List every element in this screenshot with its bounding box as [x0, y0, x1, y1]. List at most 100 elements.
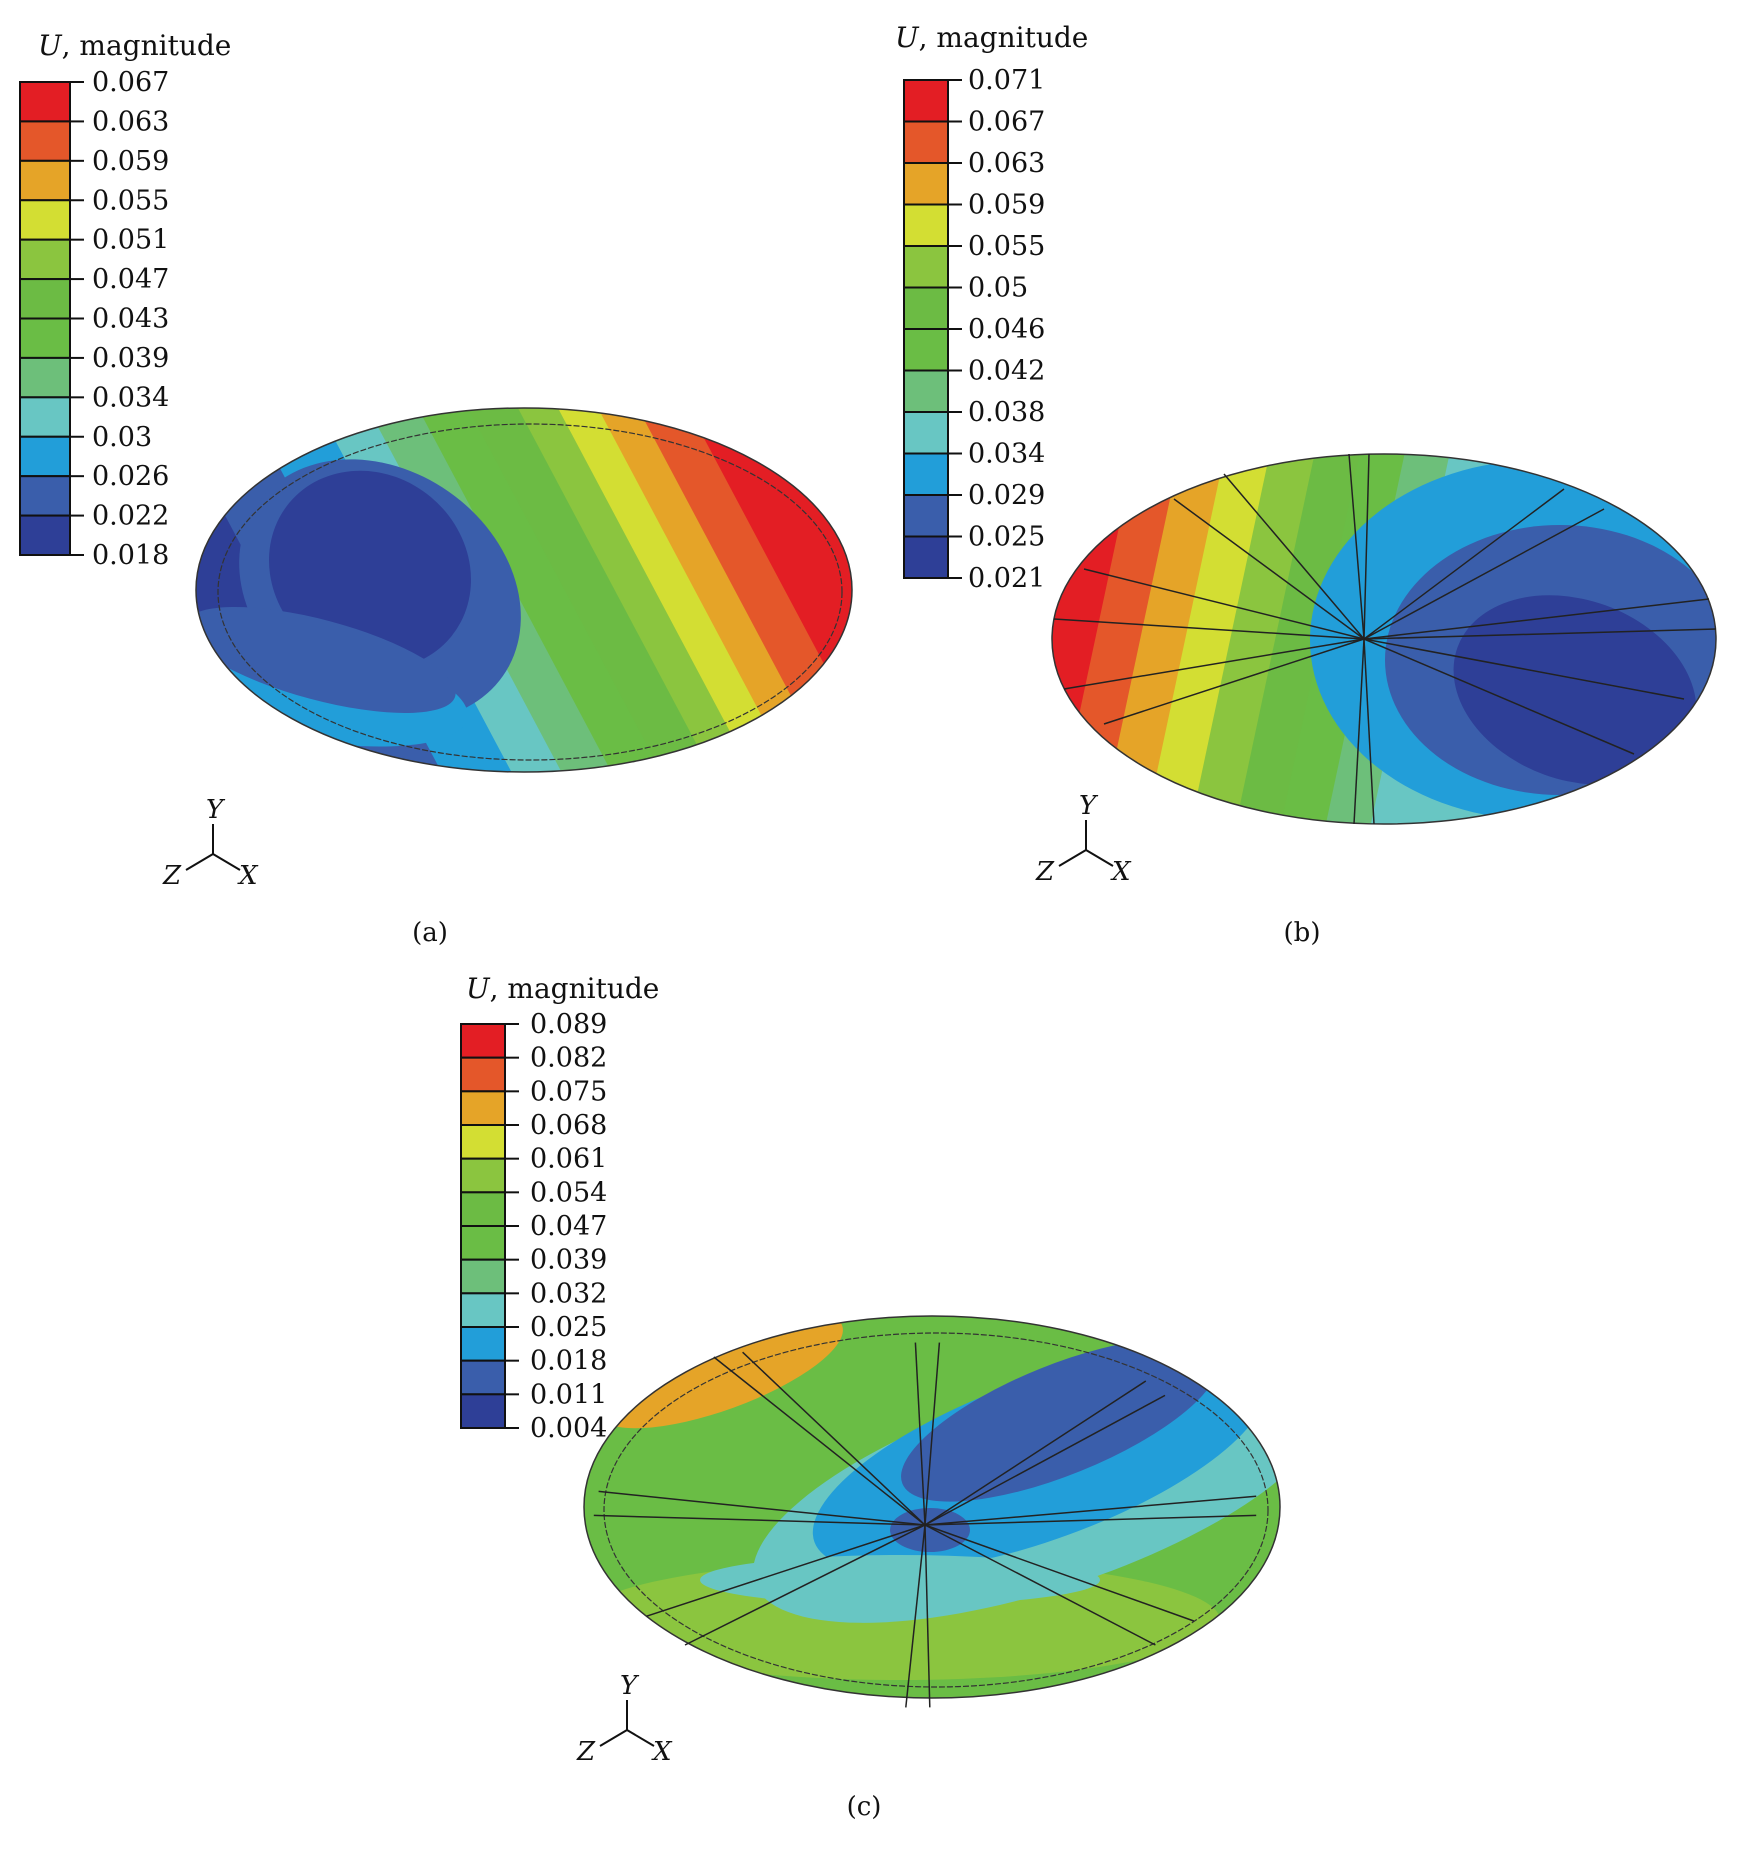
legend-label: 0.018 — [530, 1346, 607, 1377]
legend-label: 0.047 — [530, 1211, 607, 1242]
legend-label: 0.063 — [968, 148, 1045, 179]
legend-title: U, magnitude — [38, 29, 231, 62]
contour-band — [1453, 595, 1697, 785]
legend-label: 0.004 — [530, 1413, 607, 1444]
legend-label: 0.047 — [92, 264, 169, 295]
stiffener-rib — [1363, 598, 1710, 640]
axis-triad-a: Y Z X — [162, 795, 259, 891]
panel-label-a: (a) — [412, 918, 448, 948]
legend-label: 0.03 — [92, 422, 152, 453]
x-axis-arrow — [1085, 849, 1114, 867]
y-axis-label: Y — [1079, 791, 1099, 821]
stiffener-rib — [905, 1524, 926, 1708]
stiffener-rib — [742, 1351, 926, 1526]
panel-label-c: (c) — [847, 1792, 882, 1822]
x-axis-label: X — [651, 1737, 673, 1767]
legend-swatch — [460, 1191, 506, 1228]
x-axis-arrow — [212, 853, 241, 871]
stiffener-rib — [1348, 453, 1365, 640]
legend-swatch — [460, 1393, 506, 1430]
stiffener-rib — [914, 1342, 926, 1526]
legend-swatch — [460, 1225, 506, 1261]
legend-b: U, magnitude 0.071 0.067 0.063 0.059 0.055 0.0… — [895, 21, 1088, 594]
stiffener-rib — [1103, 638, 1365, 725]
legend-swatch — [903, 452, 949, 496]
legend-a: U, magnitude 0.067 0.063 0.059 0.055 0.051 0.0… — [19, 29, 231, 571]
panel-label-b: (b) — [1284, 918, 1321, 948]
contour-band — [901, 1338, 1219, 1502]
legend-label: 0.068 — [530, 1110, 607, 1141]
legend-swatch — [19, 199, 71, 241]
stiffener-rib — [1363, 638, 1375, 825]
legend-swatch — [460, 1292, 506, 1329]
axis-triad-c: Y Z X — [576, 1671, 673, 1767]
legend-label: 0.055 — [968, 231, 1045, 262]
legend-swatch — [19, 81, 71, 123]
legend-swatch — [19, 159, 71, 202]
z-axis-arrow — [185, 853, 214, 871]
stiffener-rib — [924, 1514, 1257, 1526]
legend-label: 0.075 — [530, 1076, 607, 1107]
legend-swatch — [903, 79, 949, 123]
contour-band — [700, 1555, 1100, 1605]
legend-swatch — [19, 396, 71, 438]
stiffener-rib — [1053, 618, 1365, 640]
legend-swatch — [19, 435, 71, 478]
legend-label: 0.011 — [530, 1379, 607, 1410]
legend-label: 0.054 — [530, 1177, 607, 1208]
stiffener-rib — [598, 1490, 926, 1526]
stiffener-rib — [1363, 488, 1565, 640]
stiffener-rib — [713, 1356, 926, 1526]
legend-label: 0.067 — [968, 107, 1045, 138]
contour-band — [196, 607, 456, 713]
z-axis-label: Z — [162, 861, 182, 891]
legend-swatch — [460, 1157, 506, 1194]
legend-label: 0.022 — [92, 501, 169, 532]
legend-label: 0.039 — [92, 343, 169, 374]
legend-label: 0.071 — [968, 65, 1045, 96]
legend-label: 0.046 — [968, 314, 1045, 345]
contour-band — [597, 1316, 843, 1429]
stiffener-rib — [924, 1524, 1156, 1646]
legend-swatch — [460, 1124, 506, 1160]
legend-swatch — [903, 369, 949, 413]
legend-label: 0.039 — [530, 1245, 607, 1276]
contour-band — [282, 408, 852, 772]
legend-label: 0.089 — [530, 1009, 607, 1040]
stiffener-rib — [924, 1495, 1257, 1526]
legend-label: 0.018 — [92, 540, 169, 571]
stiffener-rib — [1173, 498, 1365, 640]
stiffener-rib — [924, 1394, 1166, 1526]
legend-label: 0.042 — [968, 356, 1045, 387]
contour-band — [512, 408, 852, 772]
z-axis-arrow — [599, 1729, 628, 1747]
legend-swatch — [19, 120, 71, 162]
legend-swatch — [903, 494, 949, 538]
legend-label: 0.063 — [92, 106, 169, 137]
stiffener-rib — [924, 1524, 1195, 1622]
legend-label: 0.021 — [968, 563, 1045, 594]
legend-c: U, magnitude0.0890.0820.0750.0680.0610.0… — [460, 972, 659, 1444]
legend-swatch — [460, 1023, 506, 1059]
plate-b — [1051, 453, 1717, 825]
stiffener-rib — [1363, 508, 1605, 640]
plate-c — [583, 1315, 1281, 1708]
x-axis-label: X — [237, 861, 259, 891]
legend-label: 0.082 — [530, 1043, 607, 1074]
legend-label: 0.034 — [968, 439, 1045, 470]
stiffener-rib — [1363, 638, 1635, 755]
legend-title: U, magnitude — [895, 21, 1088, 54]
legend-swatch — [903, 203, 949, 247]
legend-swatch — [903, 411, 949, 455]
legend-label: 0.055 — [92, 185, 169, 216]
contour-band — [890, 1508, 970, 1552]
stiffener-rib — [1363, 638, 1685, 700]
stiffener-rib — [924, 1524, 931, 1708]
legend-swatch — [903, 162, 949, 206]
x-axis-arrow — [626, 1729, 655, 1747]
stiffener-rib — [1223, 473, 1365, 640]
legend-swatch — [903, 286, 949, 330]
legend-swatch — [460, 1056, 506, 1093]
legend-swatch — [903, 535, 949, 579]
z-axis-label: Z — [576, 1737, 596, 1767]
